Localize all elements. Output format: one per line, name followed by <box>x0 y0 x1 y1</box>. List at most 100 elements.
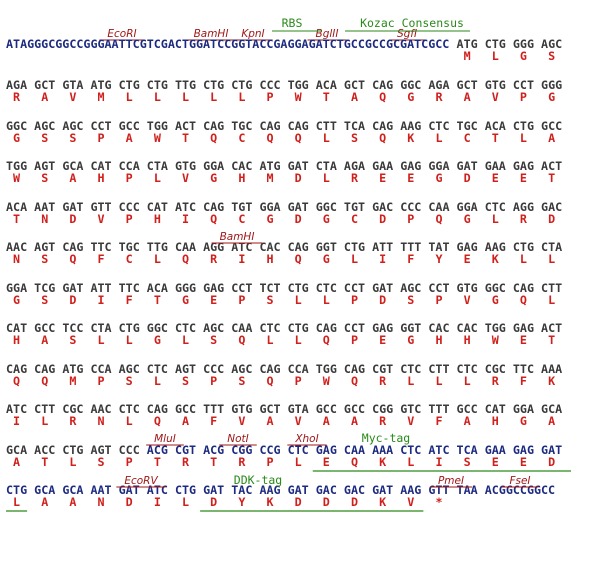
codon: ATT <box>90 281 111 295</box>
amino-acid: I <box>379 252 386 266</box>
amino-acid: R <box>182 455 190 469</box>
amino-acid: F <box>126 293 133 307</box>
codon: CAC <box>457 321 478 335</box>
codon: TTC <box>90 240 111 254</box>
amino-acid: R <box>379 374 387 388</box>
codon: GTA <box>288 402 309 416</box>
amino-acid: M <box>98 90 105 104</box>
amino-acid: D <box>323 495 330 509</box>
amino-acid: G <box>13 131 20 145</box>
amino-acid: S <box>548 49 555 63</box>
amino-acid: L <box>126 90 133 104</box>
amino-acid: Q <box>210 131 217 145</box>
amino-acid: D <box>548 455 555 469</box>
codon: GAA <box>485 443 506 457</box>
amino-acid: E <box>520 455 527 469</box>
codon: ATG <box>62 362 83 376</box>
codon: CAT <box>485 402 506 416</box>
codon: AGT <box>34 159 55 173</box>
amino-acid: C <box>351 212 358 226</box>
site-label: XhoI <box>294 433 318 445</box>
amino-acid: Q <box>210 212 217 226</box>
codon: CTG <box>288 321 309 335</box>
amino-acid: I <box>13 414 20 428</box>
codon: CTC <box>485 200 506 214</box>
amino-acid: E <box>492 455 499 469</box>
amino-acid: I <box>154 495 161 509</box>
codon: TTC <box>119 281 140 295</box>
amino-acid: S <box>41 252 48 266</box>
codon: TAC <box>231 483 252 497</box>
codon: GAT <box>372 281 393 295</box>
codon: AGA <box>344 159 365 173</box>
amino-acid: Y <box>238 495 245 509</box>
amino-acid: R <box>520 212 528 226</box>
codon: CCC <box>400 200 421 214</box>
amino-acid: H <box>154 212 161 226</box>
codon: TGG <box>147 119 168 133</box>
codon: GAG <box>513 443 534 457</box>
amino-acid: D <box>126 495 133 509</box>
amino-acid: D <box>548 212 555 226</box>
amino-acid: L <box>548 252 555 266</box>
amino-acid: L <box>154 171 161 185</box>
codon: CAG <box>34 362 55 376</box>
amino-acid: D <box>210 495 217 509</box>
amino-acid: L <box>182 333 189 347</box>
amino-acid: H <box>238 171 245 185</box>
amino-acid: L <box>407 374 414 388</box>
codon: AAT <box>34 200 55 214</box>
codon: CAC <box>428 321 449 335</box>
amino-acid: W <box>492 333 500 347</box>
codon: ATG <box>90 78 111 92</box>
amino-acid: K <box>548 374 555 388</box>
sequence: ATAGGGCGGCCGGGAATTCGTCGACTGGATCCGGTACCGA… <box>6 37 449 51</box>
codon: GGC <box>316 200 337 214</box>
codon: CCT <box>344 281 365 295</box>
amino-acid: E <box>520 171 527 185</box>
amino-acid: E <box>520 333 527 347</box>
codon: GCA <box>62 159 83 173</box>
codon: TGG <box>485 321 506 335</box>
amino-acid: R <box>13 90 21 104</box>
codon: TGG <box>316 362 337 376</box>
amino-acid: L <box>126 414 133 428</box>
codon: TGC <box>231 119 252 133</box>
codon: TCA <box>344 119 365 133</box>
codon: CTG <box>203 78 224 92</box>
amino-acid: G <box>266 212 273 226</box>
codon: CCT <box>90 119 111 133</box>
amino-acid: L <box>154 374 161 388</box>
amino-acid: A <box>323 414 330 428</box>
amino-acid: P <box>98 131 105 145</box>
codon: CCC <box>119 200 140 214</box>
codon: GCT <box>34 78 55 92</box>
codon: CAG <box>372 78 393 92</box>
codon: GGG <box>175 281 196 295</box>
codon: GAT <box>203 483 224 497</box>
amino-acid: W <box>13 171 21 185</box>
codon: CTC <box>175 321 196 335</box>
codon: ACA <box>485 119 506 133</box>
codon: GAT <box>62 200 83 214</box>
codon: CAC <box>259 240 280 254</box>
amino-acid: I <box>182 212 189 226</box>
codon: CCC <box>119 443 140 457</box>
amino-acid: N <box>98 414 105 428</box>
codon: CAA <box>231 321 252 335</box>
codon: GTG <box>231 402 252 416</box>
amino-acid: Y <box>435 252 442 266</box>
amino-acid: R <box>492 374 500 388</box>
amino-acid: W <box>295 90 303 104</box>
amino-acid: H <box>266 252 273 266</box>
codon: CGT <box>175 443 196 457</box>
codon: AGC <box>400 281 421 295</box>
amino-acid: G <box>520 414 527 428</box>
codon: TAT <box>428 240 449 254</box>
codon: ACT <box>541 321 562 335</box>
amino-acid: A <box>351 90 358 104</box>
codon: CTC <box>288 443 309 457</box>
amino-acid: R <box>435 90 443 104</box>
codon: CTC <box>400 443 421 457</box>
